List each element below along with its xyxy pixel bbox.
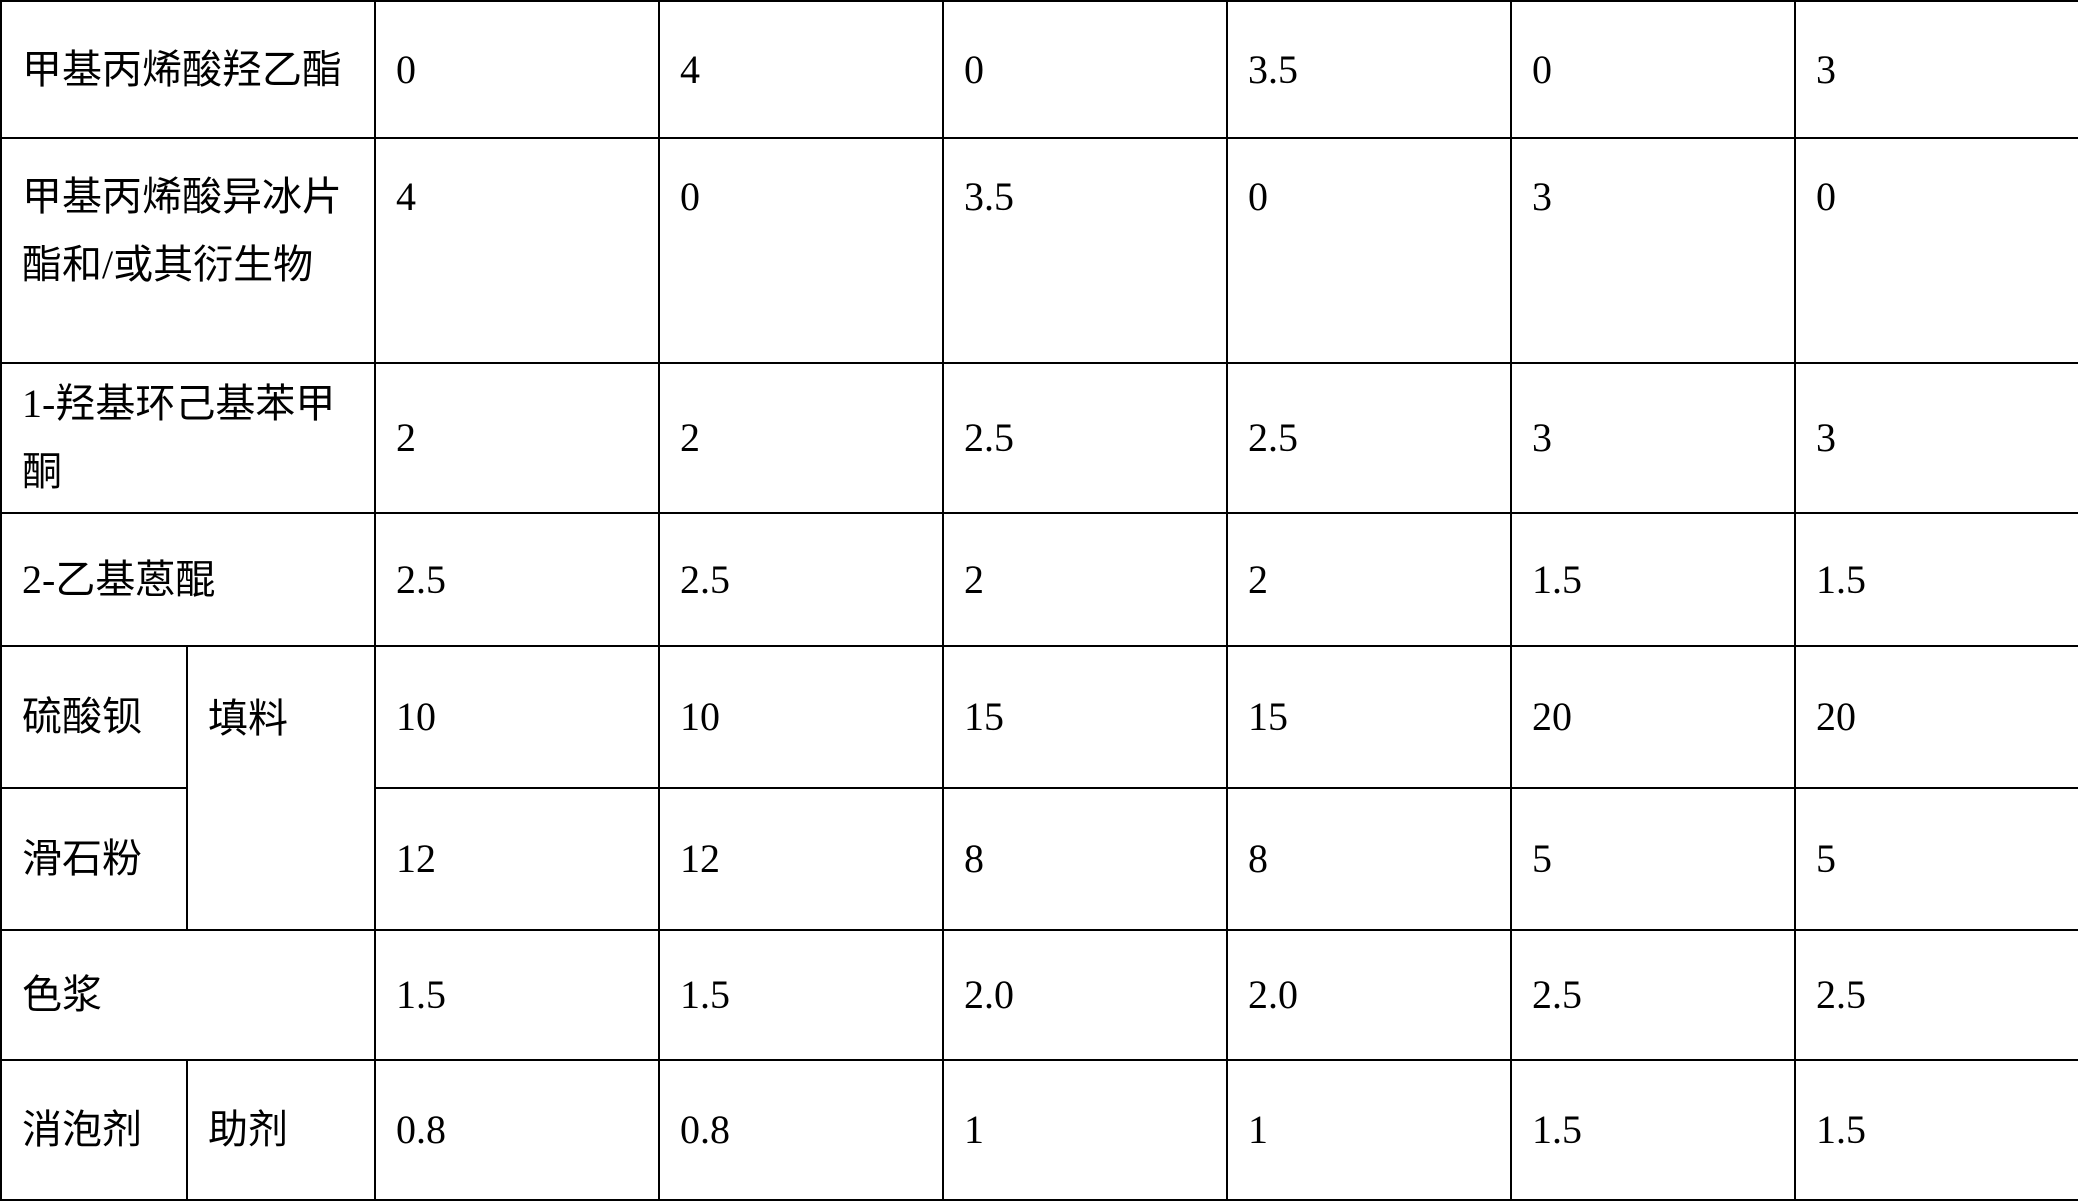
cell: 0 (1227, 138, 1511, 363)
cell: 2.5 (375, 513, 659, 646)
row-label: 1-羟基环己基苯甲酮 (1, 363, 375, 513)
cell: 10 (375, 646, 659, 788)
page-container: 甲基丙烯酸羟乙酯 0 4 0 3.5 0 3 甲基丙烯酸异冰片酯和/或其衍生物 … (0, 0, 2078, 1201)
cell: 15 (943, 646, 1227, 788)
cell: 1.5 (1795, 513, 2078, 646)
cell: 2 (943, 513, 1227, 646)
row-label: 甲基丙烯酸羟乙酯 (1, 1, 375, 138)
cell: 1.5 (659, 930, 943, 1061)
cell: 0 (659, 138, 943, 363)
cell: 1 (1227, 1060, 1511, 1200)
cell: 8 (943, 788, 1227, 930)
cell: 8 (1227, 788, 1511, 930)
table-row: 硫酸钡 填料 10 10 15 15 20 20 (1, 646, 2078, 788)
cell: 4 (375, 138, 659, 363)
cell: 2.5 (1795, 930, 2078, 1061)
cell: 2.0 (943, 930, 1227, 1061)
cell: 0 (1511, 1, 1795, 138)
cell: 0.8 (375, 1060, 659, 1200)
cell: 3 (1511, 363, 1795, 513)
cell: 1.5 (1511, 513, 1795, 646)
cell: 5 (1511, 788, 1795, 930)
cell: 2 (659, 363, 943, 513)
cell: 2.5 (943, 363, 1227, 513)
cell: 2 (375, 363, 659, 513)
cell: 5 (1795, 788, 2078, 930)
cell: 0 (1795, 138, 2078, 363)
cell: 2.5 (1227, 363, 1511, 513)
row-label-sub: 消泡剂 (1, 1060, 187, 1200)
cell: 10 (659, 646, 943, 788)
cell: 0.8 (659, 1060, 943, 1200)
composition-table: 甲基丙烯酸羟乙酯 0 4 0 3.5 0 3 甲基丙烯酸异冰片酯和/或其衍生物 … (0, 0, 2078, 1201)
cell: 2.5 (1511, 930, 1795, 1061)
cell: 4 (659, 1, 943, 138)
row-label: 色浆 (1, 930, 375, 1061)
row-label-sub: 滑石粉 (1, 788, 187, 930)
cell: 3 (1511, 138, 1795, 363)
row-label: 2-乙基蒽醌 (1, 513, 375, 646)
row-label-group: 填料 (187, 646, 375, 929)
cell: 1.5 (1795, 1060, 2078, 1200)
cell: 1.5 (375, 930, 659, 1061)
row-label: 甲基丙烯酸异冰片酯和/或其衍生物 (1, 138, 375, 363)
cell: 3.5 (943, 138, 1227, 363)
table-row: 1-羟基环己基苯甲酮 2 2 2.5 2.5 3 3 (1, 363, 2078, 513)
cell: 12 (375, 788, 659, 930)
row-label-group: 助剂 (187, 1060, 375, 1200)
cell: 3 (1795, 1, 2078, 138)
table-row: 消泡剂 助剂 0.8 0.8 1 1 1.5 1.5 (1, 1060, 2078, 1200)
cell: 0 (943, 1, 1227, 138)
cell: 15 (1227, 646, 1511, 788)
cell: 3.5 (1227, 1, 1511, 138)
cell: 0 (375, 1, 659, 138)
cell: 12 (659, 788, 943, 930)
cell: 20 (1511, 646, 1795, 788)
table-row: 2-乙基蒽醌 2.5 2.5 2 2 1.5 1.5 (1, 513, 2078, 646)
cell: 2.0 (1227, 930, 1511, 1061)
cell: 20 (1795, 646, 2078, 788)
cell: 3 (1795, 363, 2078, 513)
cell: 2 (1227, 513, 1511, 646)
row-label-sub: 硫酸钡 (1, 646, 187, 788)
cell: 1 (943, 1060, 1227, 1200)
cell: 1.5 (1511, 1060, 1795, 1200)
cell: 2.5 (659, 513, 943, 646)
table-row: 色浆 1.5 1.5 2.0 2.0 2.5 2.5 (1, 930, 2078, 1061)
table-row: 甲基丙烯酸异冰片酯和/或其衍生物 4 0 3.5 0 3 0 (1, 138, 2078, 363)
table-row: 甲基丙烯酸羟乙酯 0 4 0 3.5 0 3 (1, 1, 2078, 138)
